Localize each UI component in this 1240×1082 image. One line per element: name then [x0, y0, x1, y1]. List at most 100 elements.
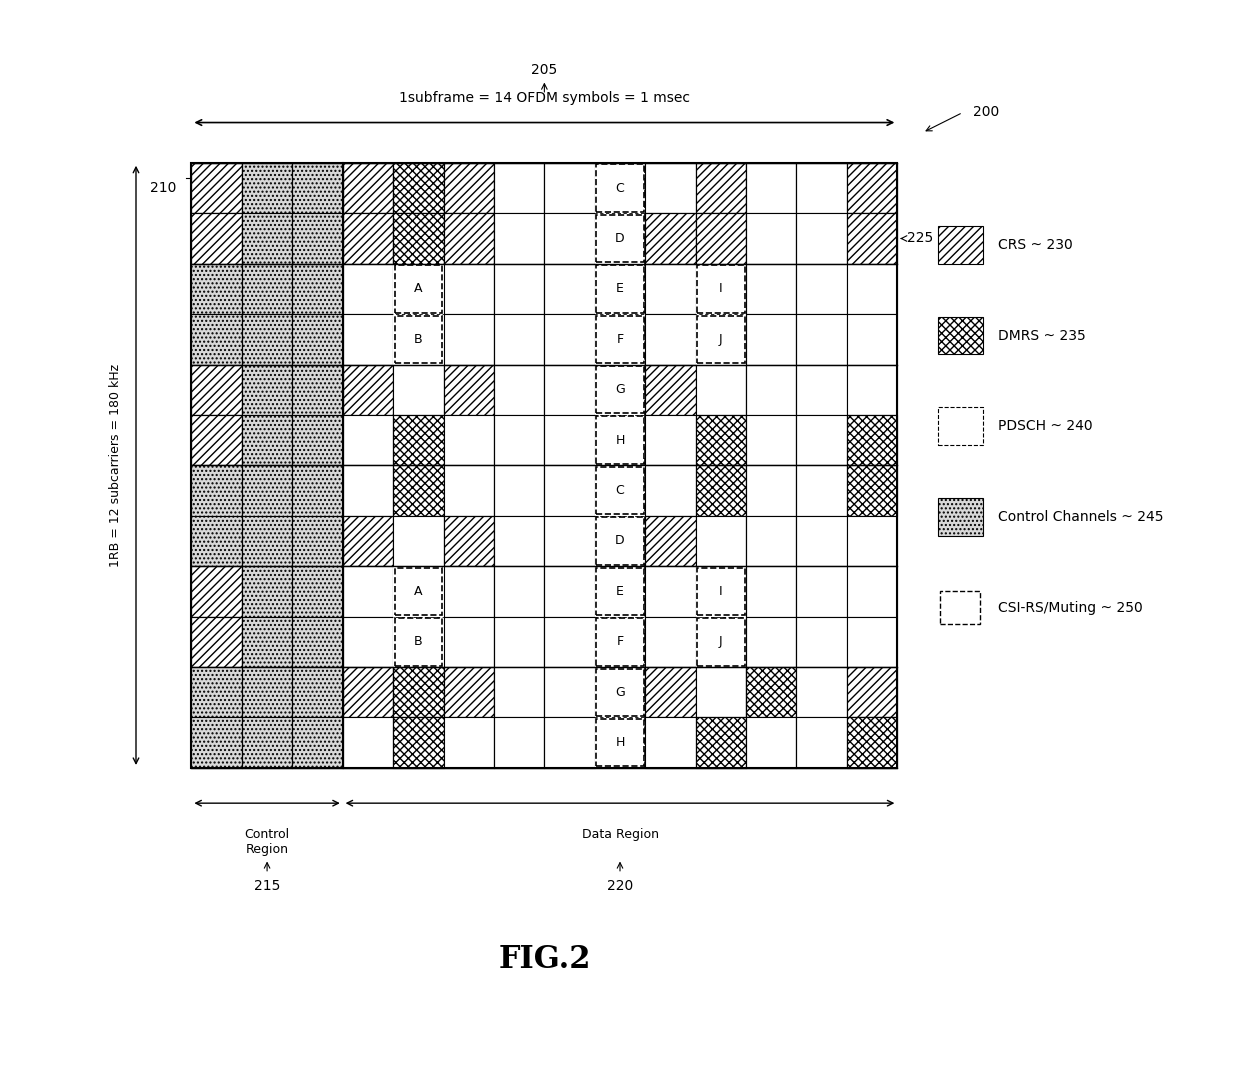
- FancyBboxPatch shape: [242, 617, 293, 667]
- FancyBboxPatch shape: [544, 516, 595, 566]
- FancyBboxPatch shape: [393, 465, 444, 516]
- FancyBboxPatch shape: [342, 667, 393, 717]
- Text: 210: 210: [150, 181, 176, 195]
- FancyBboxPatch shape: [293, 617, 342, 667]
- Text: CRS ~ 230: CRS ~ 230: [998, 238, 1073, 252]
- FancyBboxPatch shape: [393, 163, 444, 213]
- FancyBboxPatch shape: [393, 516, 444, 566]
- FancyBboxPatch shape: [494, 465, 544, 516]
- FancyBboxPatch shape: [847, 163, 898, 213]
- FancyBboxPatch shape: [342, 365, 393, 415]
- FancyBboxPatch shape: [544, 264, 595, 314]
- Text: H: H: [615, 434, 625, 447]
- FancyBboxPatch shape: [494, 213, 544, 264]
- Bar: [595, 264, 645, 314]
- FancyBboxPatch shape: [444, 617, 494, 667]
- Text: 1subframe = 14 OFDM symbols = 1 msec: 1subframe = 14 OFDM symbols = 1 msec: [399, 91, 689, 105]
- Bar: [595, 516, 645, 566]
- Text: D: D: [615, 232, 625, 245]
- Text: Control
Region: Control Region: [244, 829, 290, 856]
- FancyBboxPatch shape: [746, 667, 796, 717]
- FancyBboxPatch shape: [444, 163, 494, 213]
- FancyBboxPatch shape: [444, 516, 494, 566]
- FancyBboxPatch shape: [796, 566, 847, 617]
- FancyBboxPatch shape: [796, 415, 847, 465]
- FancyBboxPatch shape: [645, 314, 696, 365]
- Text: FIG.2: FIG.2: [498, 944, 590, 975]
- FancyBboxPatch shape: [847, 264, 898, 314]
- FancyBboxPatch shape: [796, 617, 847, 667]
- FancyBboxPatch shape: [293, 667, 342, 717]
- Bar: [393, 617, 444, 667]
- Bar: [596, 467, 644, 514]
- FancyBboxPatch shape: [342, 163, 393, 213]
- FancyBboxPatch shape: [242, 465, 293, 516]
- Bar: [937, 408, 983, 445]
- FancyBboxPatch shape: [847, 314, 898, 365]
- Bar: [394, 568, 441, 615]
- FancyBboxPatch shape: [293, 314, 342, 365]
- FancyBboxPatch shape: [746, 314, 796, 365]
- FancyBboxPatch shape: [544, 365, 595, 415]
- FancyBboxPatch shape: [393, 717, 444, 768]
- Bar: [191, 163, 898, 768]
- Text: G: G: [615, 383, 625, 396]
- Text: E: E: [616, 282, 624, 295]
- FancyBboxPatch shape: [746, 465, 796, 516]
- FancyBboxPatch shape: [342, 314, 393, 365]
- Bar: [696, 566, 746, 617]
- FancyBboxPatch shape: [342, 516, 393, 566]
- Text: 1RB = 12 subcarriers = 180 kHz: 1RB = 12 subcarriers = 180 kHz: [109, 364, 123, 567]
- FancyBboxPatch shape: [544, 617, 595, 667]
- FancyBboxPatch shape: [494, 163, 544, 213]
- FancyBboxPatch shape: [645, 717, 696, 768]
- FancyBboxPatch shape: [342, 617, 393, 667]
- Text: PDSCH ~ 240: PDSCH ~ 240: [998, 420, 1092, 433]
- Text: G: G: [615, 686, 625, 699]
- Bar: [697, 316, 744, 364]
- FancyBboxPatch shape: [645, 465, 696, 516]
- Bar: [393, 314, 444, 365]
- FancyBboxPatch shape: [696, 465, 746, 516]
- Text: Data Region: Data Region: [582, 829, 658, 842]
- FancyBboxPatch shape: [645, 566, 696, 617]
- FancyBboxPatch shape: [191, 415, 242, 465]
- FancyBboxPatch shape: [746, 516, 796, 566]
- Bar: [595, 717, 645, 768]
- FancyBboxPatch shape: [242, 717, 293, 768]
- Text: D: D: [615, 535, 625, 547]
- FancyBboxPatch shape: [796, 163, 847, 213]
- FancyBboxPatch shape: [293, 365, 342, 415]
- FancyBboxPatch shape: [191, 465, 242, 516]
- FancyBboxPatch shape: [494, 415, 544, 465]
- FancyBboxPatch shape: [293, 213, 342, 264]
- FancyBboxPatch shape: [645, 213, 696, 264]
- Bar: [596, 517, 644, 565]
- FancyBboxPatch shape: [544, 415, 595, 465]
- FancyBboxPatch shape: [444, 465, 494, 516]
- FancyBboxPatch shape: [242, 365, 293, 415]
- Text: F: F: [616, 333, 624, 346]
- FancyBboxPatch shape: [544, 314, 595, 365]
- FancyBboxPatch shape: [746, 415, 796, 465]
- FancyBboxPatch shape: [796, 365, 847, 415]
- FancyBboxPatch shape: [293, 465, 342, 516]
- FancyBboxPatch shape: [696, 717, 746, 768]
- Bar: [394, 316, 441, 364]
- FancyBboxPatch shape: [191, 617, 242, 667]
- Bar: [937, 226, 983, 264]
- Bar: [596, 417, 644, 464]
- FancyBboxPatch shape: [191, 365, 242, 415]
- FancyBboxPatch shape: [746, 264, 796, 314]
- Bar: [595, 667, 645, 717]
- FancyBboxPatch shape: [746, 163, 796, 213]
- Text: 205: 205: [531, 63, 558, 77]
- FancyBboxPatch shape: [393, 213, 444, 264]
- FancyBboxPatch shape: [645, 264, 696, 314]
- Bar: [393, 566, 444, 617]
- Bar: [937, 589, 983, 626]
- FancyBboxPatch shape: [796, 717, 847, 768]
- Bar: [696, 264, 746, 314]
- Bar: [696, 617, 746, 667]
- FancyBboxPatch shape: [746, 617, 796, 667]
